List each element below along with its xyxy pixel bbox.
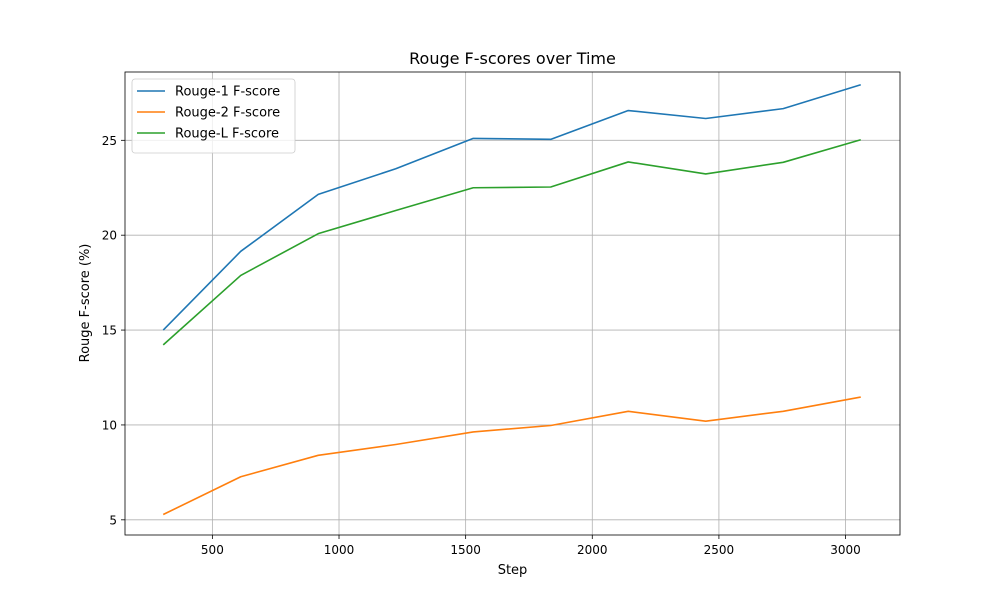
x-axis-label: Step: [498, 563, 528, 578]
legend-label-2: Rouge-2 F-score: [175, 106, 280, 121]
y-tick-label: 20: [102, 229, 117, 243]
legend-label-1: Rouge-1 F-score: [175, 85, 280, 100]
y-axis-ticks: 5 10 15 20 25: [102, 134, 125, 527]
y-tick-label: 5: [109, 513, 117, 527]
x-tick-label: 1500: [450, 543, 481, 557]
plot-frame: [124, 71, 901, 536]
chart-title: Rouge F-scores over Time: [409, 49, 616, 68]
y-axis-label: Rouge F-score (%): [78, 244, 93, 363]
x-tick-label: 1000: [324, 543, 355, 557]
y-tick-label: 25: [102, 134, 117, 148]
legend-box: [131, 78, 296, 154]
legend-label-3: Rouge-L F-score: [175, 127, 279, 142]
series-line-3: [162, 138, 861, 346]
series-line-1: [162, 83, 861, 331]
x-axis-ticks: 500 1000 1500 2000 2500 3000: [201, 535, 861, 557]
x-tick-label: 2000: [577, 543, 608, 557]
series-line-2: [162, 396, 861, 516]
x-tick-label: 500: [201, 543, 224, 557]
legend: Rouge-1 F-score Rouge-2 F-score Rouge-L F-…: [131, 78, 296, 154]
x-tick-label: 2500: [704, 543, 735, 557]
series-lines: [162, 83, 861, 516]
x-tick-label: 3000: [830, 543, 861, 557]
y-tick-label: 10: [102, 418, 117, 432]
y-tick-label: 15: [102, 324, 117, 338]
